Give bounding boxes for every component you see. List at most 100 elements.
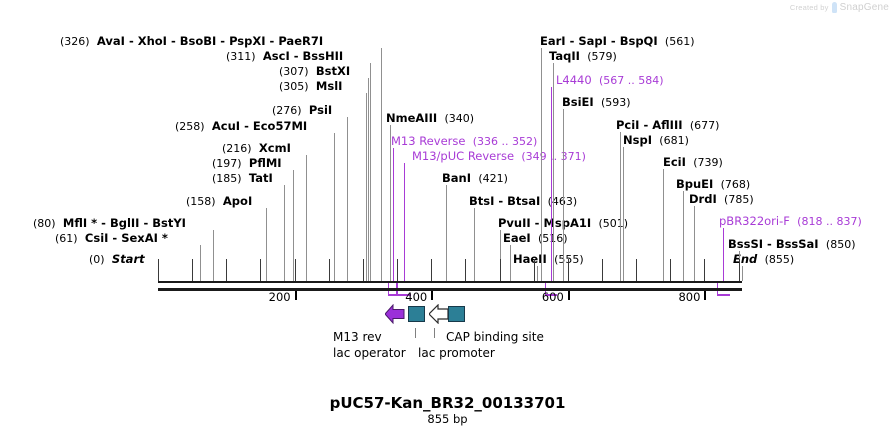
enzyme-separator: - [494,194,508,208]
leader-line-eaei [510,245,512,281]
enzyme-name: L4440 [556,73,592,87]
feature-label-lac-promoter[interactable]: lac promoter [418,346,495,360]
enzyme-name: PsiI [308,103,333,117]
enzyme-position: (677) [689,119,720,132]
enzyme-label-psii[interactable]: (276) PsiI [272,104,332,117]
ruler-line-thick [158,288,742,291]
enzyme-name: PspXI [229,34,266,48]
ruler-minor-tick [294,259,296,281]
enzyme-name: BssSaI [775,237,819,251]
enzyme-separator: - [639,118,653,132]
enzyme-label-m13puc[interactable]: M13/pUC Reverse (349 .. 371) [412,150,586,163]
ruler-minor-tick [636,259,638,281]
enzyme-position: (336 .. 352) [472,135,538,148]
feature-label-lac-operator[interactable]: lac operator [333,346,406,360]
ruler-tick-label-600: 600 [541,290,564,304]
ruler-minor-tick [158,259,159,281]
enzyme-position: (258) [175,120,205,133]
enzyme-name: NspI [623,133,652,147]
enzyme-position: (421) [478,172,508,185]
enzyme-label-nspi[interactable]: NspI (681) [623,134,689,147]
enzyme-name: BglII [109,216,140,230]
enzyme-label-eaei[interactable]: EaeI (516) [503,232,568,245]
page-title: pUC57-Kan_BR32_00133701 [329,394,566,412]
enzyme-label-bani[interactable]: BanI (421) [442,172,508,185]
ruler-tick-label-400: 400 [405,290,428,304]
ruler-minor-tick [704,259,706,281]
feature-range-marker-l4440 [545,294,557,296]
ruler-minor-tick [567,259,569,281]
enzyme-name: XhoI [137,34,167,48]
enzyme-position: (768) [720,178,751,191]
leader-line-mslii [366,93,368,281]
leader-line-m13rev_p [392,148,395,281]
enzyme-label-bpuei[interactable]: BpuEI (768) [676,178,750,191]
ruler-minor-tick [465,259,467,281]
enzyme-label-l4440[interactable]: L4440 (567 .. 584) [556,74,664,87]
enzyme-label-apoi[interactable]: (158) ApoI [186,195,252,208]
enzyme-position: (80) [33,217,56,230]
feature-shape-m13-rev[interactable] [385,304,405,324]
enzyme-position: (158) [186,195,216,208]
enzyme-label-xcmi[interactable]: (216) XcmI [222,142,291,155]
enzyme-label-drdi[interactable]: DrdI (785) [689,193,754,206]
enzyme-separator: - [530,216,544,230]
enzyme-label-m13rev_p[interactable]: M13 Reverse (336 .. 352) [391,135,537,148]
enzyme-label-avai[interactable]: (326) AvaI - XhoI - BsoBI - PspXI - PaeR… [60,35,323,48]
enzyme-label-end[interactable]: End (855) [733,253,794,266]
enzyme-label-taqii[interactable]: TaqII (579) [549,50,617,63]
enzyme-label-btsi[interactable]: BtsI - BtsaI (463) [469,195,577,208]
enzyme-position: (739) [693,156,723,169]
enzyme-position: (855) [764,253,795,266]
enzyme-label-bstxi[interactable]: (307) BstXI [279,65,350,78]
feature-label-m13-rev[interactable]: M13 rev [333,330,382,344]
enzyme-name: SapI [578,34,607,48]
enzyme-label-bsiei[interactable]: BsiEI (593) [562,96,631,109]
enzyme-label-tati[interactable]: (185) TatI [212,172,273,185]
enzyme-label-pcii[interactable]: PciI - AflIII (677) [616,119,719,132]
enzyme-name: MslI [315,79,343,93]
enzyme-label-pvuii[interactable]: PvuII - MspA1I (501) [498,217,628,230]
snapgene-logo-icon [831,2,837,13]
enzyme-position: (340) [444,112,475,125]
enzyme-label-asci[interactable]: (311) AscI - BssHII [226,50,343,63]
feature-label-cap-binding-site[interactable]: CAP binding site [446,330,544,344]
enzyme-position: (0) [89,253,105,266]
enzyme-label-mslii[interactable]: (305) MslI [279,80,342,93]
enzyme-separator: - [606,34,620,48]
leader-line-m13puc [403,163,406,281]
leader-line-bani [445,185,447,281]
feature-shape-cap-binding-site[interactable] [448,306,465,322]
enzyme-name: BtsI [469,194,495,208]
enzyme-label-start[interactable]: (0) Start [89,253,145,266]
leader-line-psii [346,117,348,281]
enzyme-name: AcuI [211,119,241,133]
enzyme-name: EciI [663,155,686,169]
enzyme-separator: - [763,237,776,251]
enzyme-label-eari[interactable]: EarI - SapI - BspQI (561) [540,35,695,48]
feature-shape-lac-operator[interactable] [408,306,425,322]
leader-line-ecii [662,169,664,281]
enzyme-label-pflmi[interactable]: (197) PflMI [212,157,282,170]
enzyme-name: PvuII [498,216,531,230]
leader-line-eari [541,48,543,281]
enzyme-name: SexAI * [121,231,168,245]
enzyme-separator: - [108,231,122,245]
enzyme-label-bsssi[interactable]: BssSI - BssSaI (850) [728,238,856,251]
ruler-major-tick [704,291,707,300]
ruler-minor-tick [533,259,535,281]
enzyme-label-ecii[interactable]: EciI (739) [663,156,723,169]
ruler-minor-tick [362,259,364,281]
enzyme-label-nmeaiii[interactable]: NmeAIII (340) [386,112,474,125]
enzyme-name: AvaI [96,34,125,48]
enzyme-name: Start [111,252,145,266]
enzyme-label-acui[interactable]: (258) AcuI - Eco57MI [175,120,307,133]
enzyme-label-pbr322[interactable]: pBR322ori-F (818 .. 837) [719,215,862,228]
leader-line-taqii [553,63,555,281]
enzyme-label-csii[interactable]: (61) CsiI - SexAI * [55,232,168,245]
enzyme-label-mfli[interactable]: (80) MflI * - BglII - BstYI [33,217,186,230]
enzyme-name: BssHII [302,49,344,63]
feature-connector-tick-1 [434,328,435,338]
enzyme-label-haeii[interactable]: HaeII (555) [513,253,584,266]
